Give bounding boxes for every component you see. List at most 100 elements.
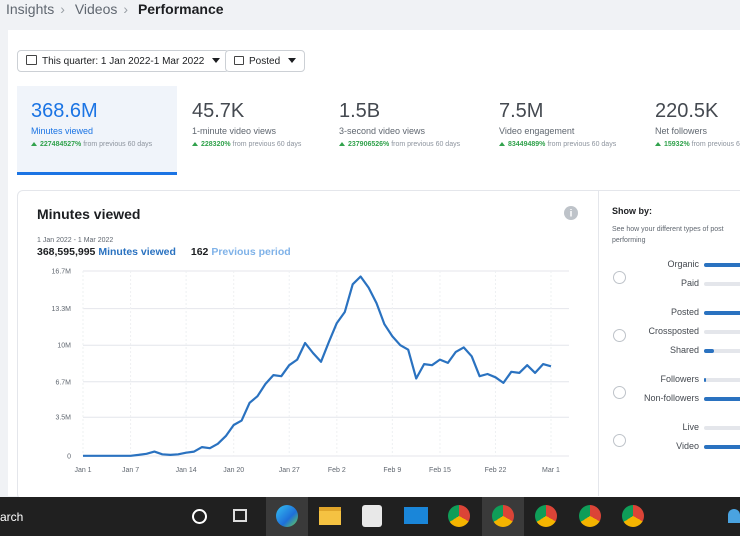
chrome-icon[interactable] bbox=[622, 505, 644, 527]
x-tick-label: Jan 1 bbox=[74, 467, 91, 474]
breadcrumb[interactable]: Videos bbox=[74, 1, 118, 17]
breadcrumb-current: Performance bbox=[137, 1, 224, 17]
date-filter-label: This quarter: 1 Jan 2022-1 Mar 2022 bbox=[42, 56, 205, 67]
breakdown-label: Shared bbox=[669, 345, 699, 355]
y-tick-label: 0 bbox=[67, 454, 71, 461]
breakdown-label: Organic bbox=[667, 259, 699, 269]
change-text: from previous 60 days bbox=[232, 141, 302, 148]
breakdown-label: Non-followers bbox=[643, 393, 699, 403]
radio[interactable] bbox=[613, 386, 626, 399]
metric-change: 15932% from previous 60 days bbox=[655, 140, 740, 150]
breakdown-bar bbox=[704, 349, 714, 353]
breakdown-label: Live bbox=[682, 422, 699, 432]
previous-label: Previous period bbox=[211, 246, 290, 258]
breakdown-label: Crossposted bbox=[648, 326, 699, 336]
taskbar: arch bbox=[0, 497, 740, 536]
search-box[interactable]: arch bbox=[0, 510, 24, 524]
breakdown-bar bbox=[704, 397, 740, 401]
breakdown-bar bbox=[704, 445, 740, 449]
metric-change: 227484527% from previous 60 days bbox=[31, 140, 161, 150]
total: 368,595,995 bbox=[37, 246, 96, 258]
change-text: from previous 60 days bbox=[391, 141, 461, 148]
chart-subtitle: 1 Jan 2022 - 1 Mar 2022 bbox=[37, 237, 113, 244]
radio[interactable] bbox=[613, 271, 626, 284]
x-tick-label: Feb 15 bbox=[429, 467, 451, 474]
metric-value: 368.6M bbox=[31, 100, 98, 122]
chrome-icon[interactable] bbox=[535, 505, 557, 527]
chart-title: Minutes viewed bbox=[37, 206, 140, 222]
breakdown-label: Posted bbox=[670, 307, 699, 317]
change-percent: 228320% bbox=[192, 141, 231, 148]
show-by-title: Show by: bbox=[612, 206, 652, 216]
y-tick-label: 13.3M bbox=[52, 306, 72, 313]
metric-change: 83449489% from previous 60 days bbox=[499, 140, 629, 150]
change-percent: 15932% bbox=[655, 141, 690, 148]
breakdown-bar bbox=[704, 378, 707, 382]
description-line: performing bbox=[612, 237, 646, 244]
chrome-icon[interactable] bbox=[492, 505, 514, 527]
breakdown-label: Followers bbox=[660, 374, 699, 384]
y-tick-label: 16.7M bbox=[52, 269, 72, 276]
task-view-icon[interactable] bbox=[192, 509, 207, 524]
metric-label: Video engagement bbox=[499, 126, 575, 136]
x-tick-label: Jan 7 bbox=[122, 467, 139, 474]
status-filter-label: Posted bbox=[249, 56, 281, 67]
change-text: from previous 60 days bbox=[547, 141, 617, 148]
line-series bbox=[83, 275, 552, 457]
metric-card[interactable]: 1.5B 3-second video views 237906526% from … bbox=[325, 86, 485, 175]
chart: Minutes viewed i 1 Jan 2022 - 1 Mar 2022… bbox=[37, 206, 578, 474]
store-icon[interactable] bbox=[362, 505, 382, 527]
breakdown-track bbox=[704, 330, 740, 334]
widgets-icon[interactable] bbox=[233, 509, 247, 522]
change-percent: 227484527% bbox=[31, 141, 81, 148]
chrome-icon[interactable] bbox=[448, 505, 470, 527]
chart-summary: 368,595,995 Minutes viewed 162 Previous … bbox=[37, 246, 291, 258]
metric-card[interactable]: 368.6M Minutes viewed 227484527% from prev… bbox=[17, 86, 177, 175]
description-line: See how your different types of post bbox=[612, 226, 724, 233]
radio[interactable] bbox=[613, 434, 626, 447]
metric-card[interactable]: 7.5M Video engagement 83449489% from previ… bbox=[485, 86, 645, 175]
info-icon[interactable] bbox=[564, 206, 578, 220]
total-label: Minutes viewed bbox=[98, 246, 176, 258]
previous: 162 bbox=[191, 246, 209, 258]
metric-label: Net followers bbox=[655, 126, 708, 136]
show-by-panel: Show by: See how your different types of… bbox=[598, 191, 740, 496]
metric-label: 1-minute video views bbox=[192, 126, 277, 136]
radio[interactable] bbox=[613, 328, 626, 342]
chrome-icon[interactable] bbox=[579, 505, 601, 527]
status-filter[interactable]: Posted bbox=[225, 50, 306, 72]
metric-label: Minutes viewed bbox=[31, 126, 94, 136]
breadcrumbs: Insights › Videos › Performance bbox=[6, 1, 224, 17]
metric-value: 220.5K bbox=[655, 100, 719, 122]
weather-icon[interactable] bbox=[728, 509, 740, 523]
breadcrumb[interactable]: Insights bbox=[6, 1, 55, 17]
breakdown-bar bbox=[704, 263, 740, 267]
x-tick-label: Feb 9 bbox=[383, 467, 401, 474]
change-percent: 83449489% bbox=[499, 141, 545, 148]
info-icon-glyph: i bbox=[570, 209, 573, 220]
metric-label: 3-second video views bbox=[339, 126, 426, 136]
change-text: from previous 60 days bbox=[83, 141, 153, 148]
metric-change: 228320% from previous 60 days bbox=[192, 140, 322, 150]
x-tick-label: Jan 27 bbox=[279, 467, 300, 474]
edge-icon[interactable] bbox=[276, 505, 298, 527]
metric-value: 1.5B bbox=[339, 100, 381, 122]
breakdown-track bbox=[704, 349, 740, 353]
breakdown-label: Paid bbox=[680, 278, 699, 288]
explorer-icon[interactable] bbox=[319, 507, 341, 525]
breakdown-bar bbox=[704, 311, 740, 315]
metric-change: 237906526% from previous 60 days bbox=[339, 140, 469, 150]
x-tick-label: Feb 22 bbox=[485, 467, 507, 474]
y-tick-label: 3.5M bbox=[55, 415, 71, 422]
y-tick-label: 10M bbox=[57, 343, 71, 350]
x-tick-label: Feb 2 bbox=[328, 467, 346, 474]
metric-card[interactable]: 45.7K 1-minute video views 228320% from pr… bbox=[178, 86, 338, 175]
breakdown-track bbox=[704, 426, 740, 430]
change-percent: 237906526% bbox=[339, 141, 389, 148]
show-by-description: See how your different types of post per… bbox=[612, 224, 724, 246]
date-filter[interactable]: This quarter: 1 Jan 2022-1 Mar 2022 bbox=[17, 50, 230, 72]
metric-card[interactable]: 220.5K Net followers 15932% from previous … bbox=[641, 86, 740, 175]
mail-icon[interactable] bbox=[404, 507, 428, 524]
breakdown-track bbox=[704, 282, 740, 286]
